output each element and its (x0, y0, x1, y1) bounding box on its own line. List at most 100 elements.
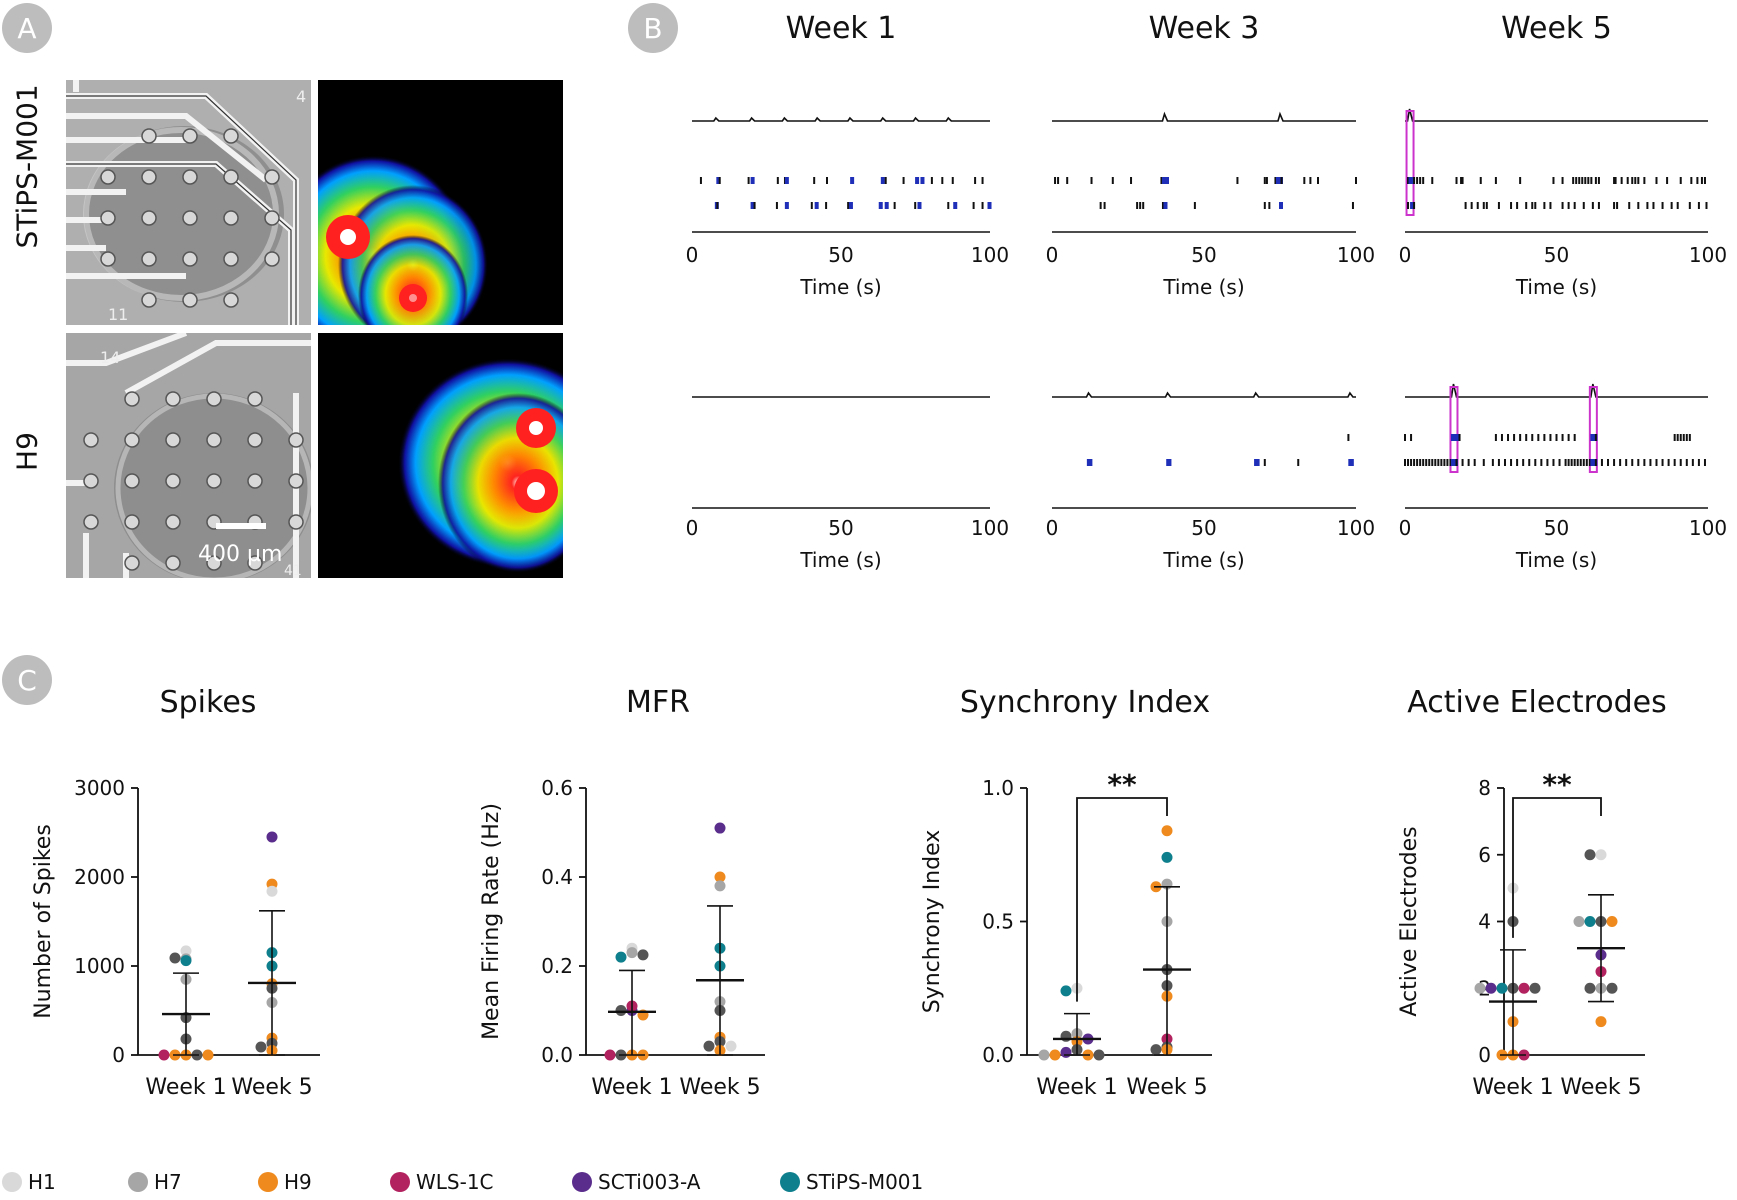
raster-r2-c3-spike-2-14 (1443, 459, 1446, 466)
raster-r1-c3-spike-1-10 (1460, 177, 1463, 184)
raster-r1-c2-spike-2-8 (1193, 202, 1196, 209)
raster-r1-c2-spike-1-5 (1111, 177, 1114, 184)
raster-r1-c1-spike-1-16 (920, 177, 925, 184)
raster-r1-c3-spike-1-13 (1494, 177, 1497, 184)
chart-2-xlabel-1: Week 1 (591, 1075, 672, 1100)
chart-3-xlabel-1: Week 1 (1036, 1075, 1117, 1100)
raster-r1-c3-spike-2-25 (1628, 202, 1631, 209)
raster-r2-c3-spike-2-51 (1607, 459, 1610, 466)
raster-r2-c3-spike-1-26 (1673, 434, 1676, 441)
legend-swatch-scti (572, 1172, 592, 1192)
raster-r2-c3-spike-2-21 (1461, 459, 1464, 466)
chart-2-point-1-3 (615, 951, 627, 963)
raster-r1-c3-spike-2-5 (1470, 202, 1473, 209)
raster-r2-c3-spike-2-53 (1619, 459, 1622, 466)
raster-r1-c2-spike-2-1 (1099, 202, 1102, 209)
chart-2-point-1-12 (604, 1049, 616, 1061)
chart-4-significance-bracket (1512, 797, 1602, 938)
raster-r2-c3-spike-1-2 (1410, 434, 1413, 441)
raster-r2-c3-spike-2-12 (1437, 459, 1440, 466)
raster-r1-c1-spike-1-5 (750, 177, 755, 184)
chart-3-ytick-2: 0.5 (982, 910, 1014, 934)
raster-r1-c2-spike-2-3 (1136, 202, 1139, 209)
raster-r2-c3-spike-2-9 (1428, 459, 1431, 466)
raster-r1-c3-spike-1-21 (1584, 177, 1587, 184)
raster-r1-c1-xlabel: Time (s) (799, 275, 881, 299)
raster-r2-c3-spike-2-61 (1667, 459, 1670, 466)
raster-r2-c3-spike-2-36 (1558, 459, 1561, 466)
raster-r1-c1-tick-50: 50 (828, 243, 853, 267)
chart-1-point-1-1 (180, 945, 192, 957)
raster-r1-c3-spike-1-18 (1575, 177, 1578, 184)
raster-r2-c3-spike-1-1 (1404, 434, 1406, 441)
raster-r2-c2-tick-50: 50 (1191, 516, 1216, 540)
raster-r2-c3-trace (1405, 383, 1708, 398)
raster-r2-c3-spike-2-6 (1419, 459, 1422, 466)
raster-r1-c3-spike-1-3 (1410, 177, 1415, 184)
chart-3-point-1-12 (1038, 1049, 1050, 1061)
raster-r1-c3-spike-2-12 (1525, 202, 1528, 209)
raster-r1-c1-spike-2-20 (981, 202, 984, 209)
raster-r2-c1-tick-100: 100 (971, 516, 1009, 540)
raster-r1-c3-spike-2-8 (1485, 202, 1488, 209)
raster-r1-c1-spike-1-8 (784, 177, 789, 184)
raster-r1-c3-spike-1-25 (1597, 177, 1600, 184)
chart-2-point-1-6 (615, 1005, 627, 1016)
raster-r2-c3-spike-2-56 (1637, 459, 1640, 466)
chart-1-ytick-1: 0 (112, 1043, 125, 1067)
raster-r2-c3-spike-2-13 (1440, 459, 1443, 466)
raster-r1-c1-spike-2-10 (847, 202, 850, 209)
raster-r2-c3-burst-1 (1449, 386, 1459, 473)
raster-r1-c2-spike-2-10 (1268, 202, 1271, 209)
raster-r1-c3-spike-2-3 (1413, 202, 1416, 209)
raster-r1-c1-spike-2-4 (753, 202, 756, 209)
raster-r2-c3-spike-2-41 (1576, 459, 1579, 466)
chart-4-xlabel-1: Week 1 (1472, 1075, 1553, 1100)
chart-3-ytick-3: 1.0 (982, 776, 1014, 800)
raster-r2-c3-spike-2-25 (1491, 459, 1494, 466)
raster-r1-c1-spike-2-7 (810, 202, 813, 209)
raster-r2-c3-spike-2-16 (1449, 459, 1452, 466)
raster-r1-c1-spike-1-6 (776, 177, 779, 184)
raster-r2-c1-tick-50: 50 (828, 516, 853, 540)
raster-r2-c3-spike-2-34 (1546, 459, 1549, 466)
raster-r2-c3-spike-1-15 (1537, 434, 1540, 441)
raster-r2-c2-xlabel: Time (s) (1162, 548, 1244, 572)
svg-text:11: 11 (108, 305, 128, 324)
chart-4-point-1-7 (1529, 982, 1541, 994)
chart-1-point-1-3 (180, 955, 192, 967)
raster-r1-c3-spike-2-16 (1549, 202, 1552, 209)
raster-r2-c3-spike-2-33 (1540, 459, 1543, 466)
brightfield-image-h9: 14 41 400 µm (66, 333, 311, 578)
raster-r2-c3-tick-50: 50 (1544, 516, 1569, 540)
raster-r2-c3-spike-2-66 (1697, 459, 1700, 466)
raster-r2-c3-spike-2-10 (1431, 459, 1434, 466)
raster-r1-c1-tick-0: 0 (686, 243, 699, 267)
raster-r1-c1-tick-100: 100 (971, 243, 1009, 267)
chart-2-title: MFR (626, 685, 690, 720)
raster-r1-c3-xlabel: Time (s) (1515, 275, 1597, 299)
chart-4-point-2-11 (1606, 982, 1618, 994)
raster-r1-c1-spike-1-14 (902, 177, 905, 184)
raster-r1-c1-spike-2-13 (884, 202, 889, 209)
raster-r1-c1-spike-2-16 (917, 202, 922, 209)
chart-4-point-1-4 (1496, 982, 1508, 994)
raster-r2-c3-spike-2-54 (1625, 459, 1628, 466)
raster-r1-c3-spike-1-9 (1455, 177, 1458, 184)
raster-r1-c3-spike-2-13 (1531, 202, 1534, 209)
chart-4-title: Active Electrodes (1407, 685, 1667, 720)
raster-r2-c3-spike-2-3 (1410, 459, 1413, 466)
raster-r2-c3-spike-2-11 (1434, 459, 1437, 466)
legend-swatch-wls (390, 1172, 410, 1192)
raster-r1-c1-spike-2-2 (716, 202, 719, 209)
raster-r2-c3-spike-2-60 (1661, 459, 1664, 466)
raster-r1-c3-spike-1-4 (1413, 177, 1416, 184)
raster-r2-c3-spike-2-57 (1643, 459, 1646, 466)
chart-3-point-2-1 (1161, 825, 1173, 837)
raster-r1-c2-spike-1-15 (1275, 177, 1280, 184)
raster-r1-c3-spike-1-5 (1416, 177, 1419, 184)
raster-r1-c3-spike-1-22 (1587, 177, 1590, 184)
raster-r1-c1-spike-1-11 (850, 177, 855, 184)
chart-4-point-2-5 (1606, 916, 1618, 927)
raster-r1-c1-spike-2-11 (848, 202, 853, 209)
